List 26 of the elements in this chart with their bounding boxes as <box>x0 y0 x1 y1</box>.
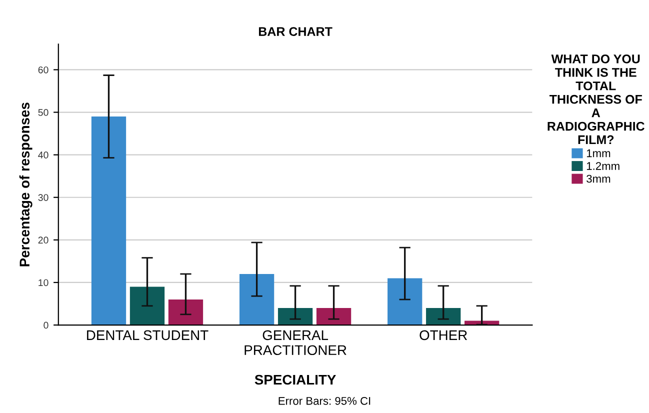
bar <box>168 300 204 326</box>
x-axis-title: SPECIALITY <box>254 374 336 385</box>
x-tick-label: DENTAL STUDENT <box>87 330 208 340</box>
x-tick-label: OTHER <box>420 330 468 340</box>
chart-title: BAR CHART <box>258 27 332 36</box>
legend-label: 1.2mm <box>586 162 620 170</box>
bar <box>426 308 461 326</box>
y-tick-label: 40 <box>38 152 48 158</box>
bar <box>316 308 352 326</box>
bar <box>239 274 274 326</box>
legend-label: 3mm <box>586 174 610 183</box>
legend-label: 1mm <box>586 149 610 158</box>
y-tick-label: 0 <box>44 322 48 329</box>
bar <box>278 308 313 326</box>
y-axis-title: Percentage of responses <box>19 102 32 266</box>
bar <box>91 116 126 326</box>
text: Error Bars: 95% CI <box>278 396 370 405</box>
bar <box>388 278 422 326</box>
y-tick-label: 50 <box>38 109 48 116</box>
bar <box>130 286 165 326</box>
y-tick-label: 20 <box>38 236 48 244</box>
y-tick-label: 30 <box>38 194 48 201</box>
x-tick-label: GENERAL PRACTITIONER <box>244 330 346 356</box>
legend-title: WHAT DO YOU THINK IS THE TOTAL THICKNESS OF A RADIOGRAPHIC FILM? <box>548 54 644 144</box>
y-tick-label: 60 <box>38 66 48 74</box>
y-tick-label: 10 <box>38 279 48 286</box>
